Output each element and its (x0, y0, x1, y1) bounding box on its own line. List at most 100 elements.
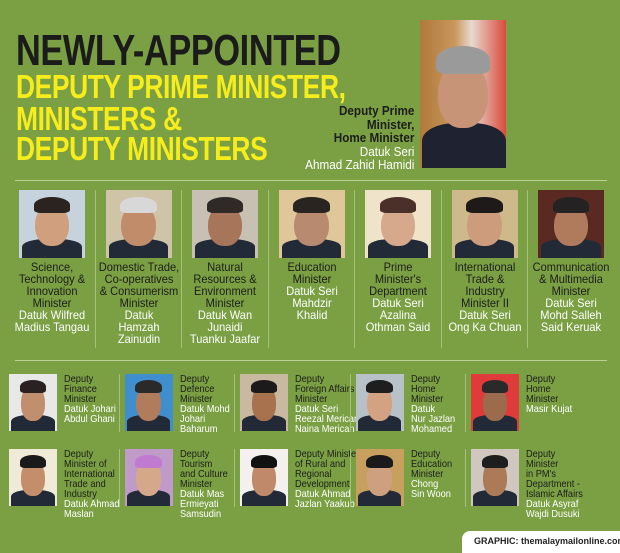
deputy-role-line: Deputy (179, 448, 209, 460)
dpm-role-line: Home Minister (333, 130, 414, 145)
minister-card: Domestic Trade, Co-operatives & Consumeris… (95, 190, 183, 345)
deputy-minister-portrait (471, 374, 519, 431)
minister-role-line: Domestic Trade, (98, 260, 179, 274)
subheadline-line-2: MINISTERS & (16, 100, 182, 137)
deputy-role-line: Minister (410, 393, 443, 405)
deputy-name-line: Nur Jazlan (410, 413, 455, 425)
deputy-role-line: in PM's (526, 468, 557, 480)
minister-portrait (278, 190, 345, 258)
minister-role-line: Prime (383, 260, 413, 274)
minister-role-line: Minister (119, 296, 158, 310)
deputy-role-line: Minister (295, 393, 328, 405)
deputy-role-line: Minister (179, 478, 212, 490)
divider (15, 180, 607, 181)
deputy-minister-portrait (9, 449, 57, 506)
deputy-role: Deputy Finance Minister (64, 374, 116, 405)
deputy-role: Deputy Foreign Affairs Minister (295, 374, 359, 405)
deputy-minister-card: Deputy Tourism and Culture Minister Datuk Ma… (124, 448, 243, 520)
minister-role-line: Communication (532, 260, 610, 274)
deputy-name-line: Datuk Mas (179, 488, 224, 500)
dpm-name-line: Ahmad Zahid Hamidi (304, 157, 414, 172)
deputy-minister-card: Deputy Minister in PM's Department - Islamic… (471, 449, 589, 519)
minister-name-line: Datuk Wan (197, 308, 253, 322)
minister-name-line: Ong Ka Chuan (447, 320, 522, 334)
deputy-role: Deputy Minister in PM's Department - Islamic… (526, 449, 583, 500)
deputy-minister-portrait (355, 449, 404, 506)
deputy-name: Datuk Nur Jazlan Mohamed (410, 404, 455, 435)
credit-text: GRAPHIC: themalaymailonline.com (474, 536, 620, 546)
deputy-minister-portrait (240, 374, 288, 431)
deputy-role: Deputy Minister of International Trade and I… (64, 448, 119, 500)
minister-role-line: Resources & (193, 272, 257, 286)
minister-name-line: Datuk Wilfred (18, 308, 86, 322)
minister-role-line: International (454, 260, 515, 274)
deputy-role-line: Deputy (179, 373, 209, 385)
deputy-minister-card: Deputy Foreign Affairs Minister Datuk Seri R… (240, 374, 360, 444)
deputy-name-line: Datuk Asyraf (526, 498, 579, 510)
deputy-name-line: Datuk Ahmad (64, 498, 120, 510)
minister-role: Communication & Multimedia Minister (531, 261, 612, 297)
divider (15, 360, 607, 361)
deputy-name-line: Samsudin (179, 508, 221, 520)
minister-name: Datuk Seri Ong Ka Chuan (444, 309, 525, 333)
deputy-minister-portrait (355, 374, 404, 431)
deputy-name-line: Maslan (64, 508, 94, 520)
minister-name: Datuk Wilfred Madius Tangau (12, 309, 93, 333)
minister-role-line: Minister (32, 296, 72, 310)
deputy-name: Chong Sin Woon (410, 478, 452, 500)
minister-name-line: Hamzah (117, 320, 160, 334)
deputy-name: Datuk Seri Reezal Merican Naina Merican (295, 403, 360, 435)
dpm-name-line: Datuk Seri (359, 143, 414, 159)
minister-role-line: Industry (464, 284, 505, 298)
deputy-minister-portrait (471, 449, 519, 506)
column-divider (354, 190, 355, 348)
deputy-role: Deputy Defence Minister (179, 373, 230, 405)
column-divider (94, 190, 96, 348)
minister-portrait (538, 190, 604, 258)
minister-role: Education Minister (271, 261, 352, 285)
column-divider (349, 449, 351, 507)
deputy-name: Datuk Johari Abdul Ghani (64, 404, 116, 425)
deputy-minister-portrait (124, 449, 173, 506)
column-divider (267, 190, 269, 348)
deputy-role-line: Home (526, 383, 551, 395)
minister-role-line: & Multimedia (539, 272, 603, 286)
deputy-name-line: Datuk Seri (295, 403, 339, 415)
deputy-name: Datuk Mohd Johari Baharum (180, 404, 230, 435)
minister-card: International Trade & Industry Minister II D… (441, 190, 529, 333)
minister-role-line: Co-operatives (104, 272, 173, 286)
minister-role: Prime Minister's Department (358, 261, 439, 297)
minister-role: Domestic Trade, Co-operatives & Consumeris… (98, 261, 179, 309)
deputy-minister-card: Deputy Education Minister Chong Sin Woon (355, 449, 474, 519)
deputy-name-line: Mohamed (410, 423, 452, 435)
deputy-name-line: Chong (410, 478, 438, 490)
deputy-name-line: Ermieyati (179, 498, 219, 510)
minister-card: Education Minister Datuk Seri Mahdzir Khalid (268, 190, 356, 321)
minister-role-line: Minister (551, 284, 591, 298)
minister-name: Datuk Hamzah Zainudin (98, 309, 179, 345)
deputy-name-line: Masir Kujat (526, 403, 573, 415)
deputy-role-line: Deputy (64, 448, 94, 460)
minister-role-line: Science, (30, 260, 74, 274)
minister-card: Prime Minister's Department Datuk Seri Azali… (354, 190, 442, 333)
minister-portrait (192, 190, 258, 258)
deputy-role-line: Deputy (410, 373, 440, 385)
subheadline-line-3: DEPUTY MINISTERS (16, 130, 268, 167)
minister-role-line: Natural (207, 260, 243, 274)
deputy-minister-portrait (124, 374, 173, 431)
minister-name-line: Junaidi (207, 320, 243, 334)
deputy-role-line: Trade and (64, 478, 106, 490)
deputy-role-line: Minister (64, 393, 97, 405)
minister-card: Communication & Multimedia Minister Datuk S… (527, 190, 615, 333)
column-divider (181, 190, 182, 348)
minister-name: Datuk Seri Mahdzir Khalid (271, 285, 352, 321)
minister-role-line: Trade & (465, 272, 504, 286)
deputy-name-line: Reezal Merican (295, 413, 360, 425)
column-divider (234, 374, 235, 432)
dpm-caption: Deputy Prime Minister, Home Minister Dat… (305, 104, 414, 172)
minister-name-line: Datuk Seri (372, 296, 424, 310)
deputy-minister-card: Deputy Minister of Rural and Regional Devel… (240, 449, 359, 519)
column-divider (465, 449, 466, 507)
minister-portrait (105, 190, 172, 258)
deputy-name: Datuk Mas Ermieyati Samsudin (179, 488, 228, 520)
